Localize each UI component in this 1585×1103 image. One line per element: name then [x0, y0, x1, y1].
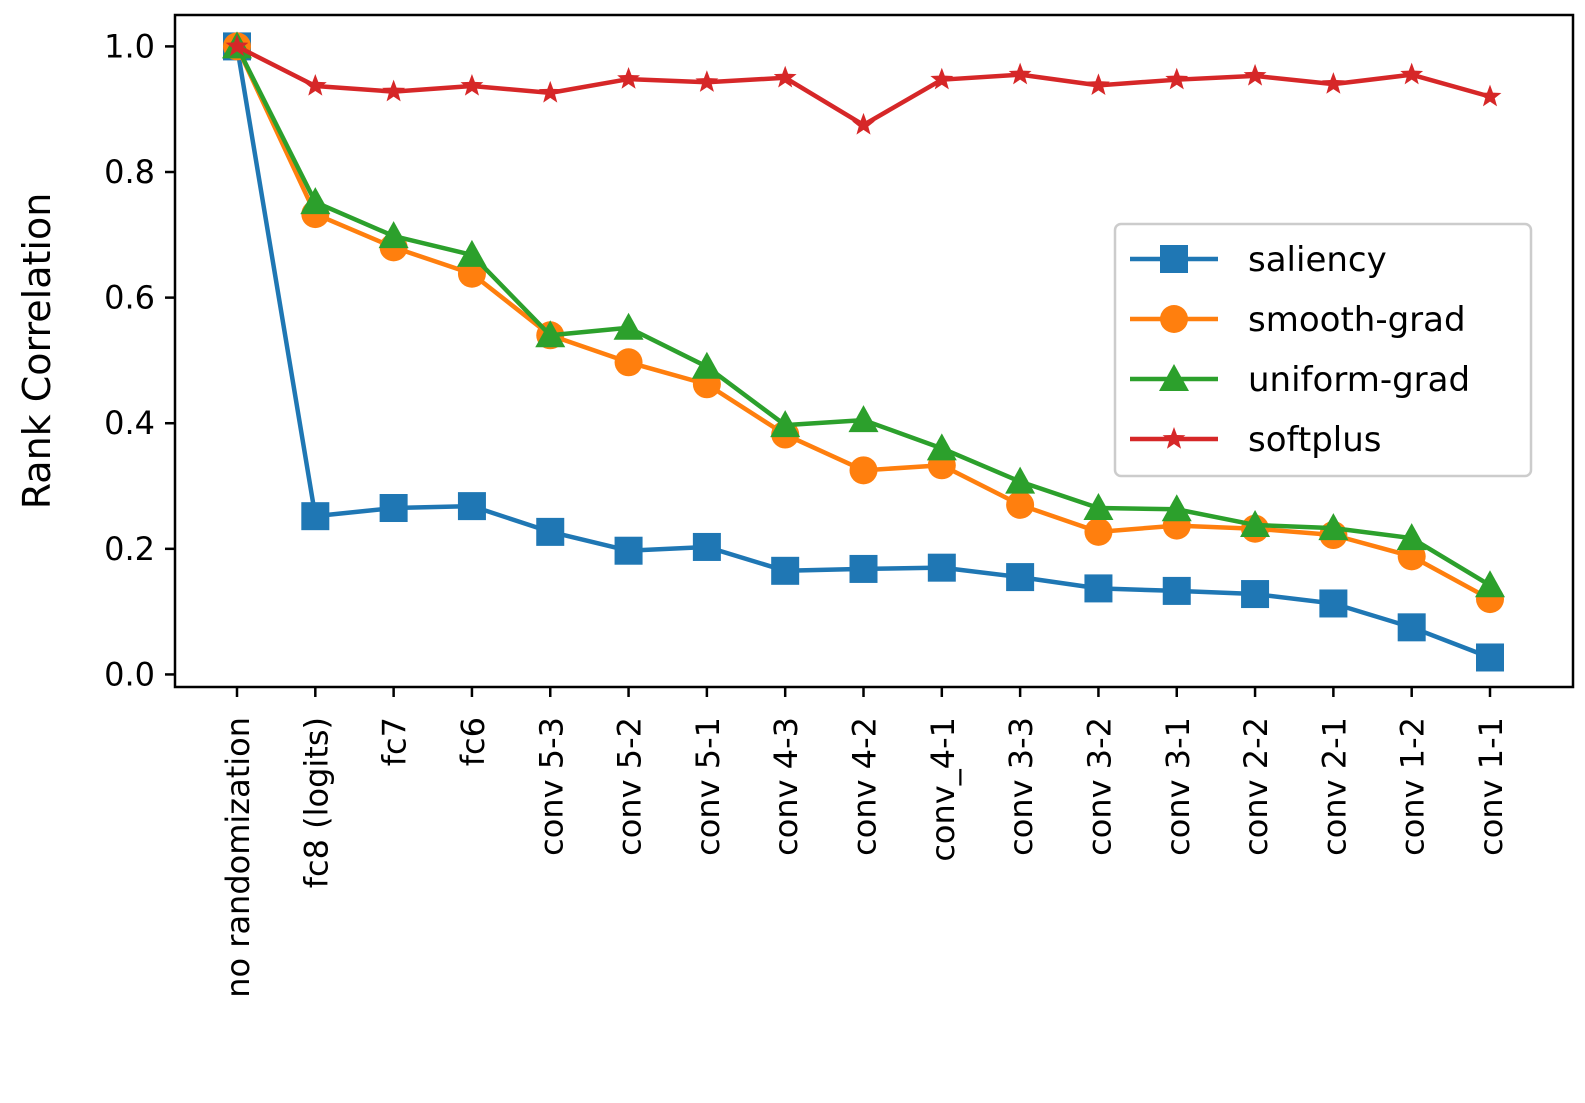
data-point-uniform-grad — [1083, 493, 1114, 521]
data-point-saliency — [1006, 563, 1035, 592]
legend-label: uniform-grad — [1248, 360, 1470, 400]
x-tick-label: conv 3-3 — [1002, 717, 1040, 856]
data-point-softplus — [773, 65, 797, 88]
y-axis: 0.0 0.2 0.4 0.6 0.8 1.0 — [104, 27, 175, 693]
x-tick-label: conv 1-1 — [1472, 717, 1510, 856]
y-tick-label: 0.6 — [104, 279, 155, 317]
x-tick-label: conv 2-1 — [1315, 717, 1353, 856]
data-point-uniform-grad — [535, 320, 566, 348]
x-tick-label: conv 3-1 — [1159, 717, 1197, 856]
data-point-saliency — [536, 517, 565, 546]
data-point-uniform-grad — [691, 351, 722, 379]
x-tick-label: conv 2-2 — [1237, 717, 1275, 856]
data-point-saliency — [771, 556, 800, 585]
y-tick-label: 0.2 — [104, 530, 155, 568]
data-point-uniform-grad — [456, 239, 487, 267]
data-point-saliency — [614, 536, 643, 565]
data-point-uniform-grad — [1475, 570, 1505, 598]
data-point-uniform-grad — [1318, 513, 1349, 541]
x-tick-label: conv 5-3 — [532, 717, 570, 856]
y-tick-label: 0.0 — [104, 655, 155, 693]
x-tick-label: conv 5-1 — [689, 717, 727, 856]
x-tick-label: no randomization — [219, 717, 257, 998]
data-point-uniform-grad — [1396, 523, 1427, 551]
data-point-uniform-grad — [770, 410, 801, 438]
x-tick-label: conv 4-2 — [846, 717, 884, 856]
data-point-softplus — [460, 73, 484, 96]
data-point-smooth-grad — [849, 456, 878, 485]
y-tick-label: 1.0 — [104, 27, 155, 65]
plot-frame — [173, 13, 1575, 689]
data-point-softplus — [1165, 67, 1189, 90]
legend-item-saliency: saliency — [1130, 240, 1387, 280]
data-point-softplus — [225, 34, 249, 57]
x-tick-label: conv_4-1 — [924, 717, 962, 862]
legend: saliency smooth-grad uniform-grad softplus — [1113, 222, 1533, 478]
data-point-softplus — [695, 70, 719, 92]
legend-label: smooth-grad — [1248, 300, 1466, 340]
legend-marker — [1162, 427, 1186, 449]
x-tick-label: conv 5-2 — [611, 717, 649, 856]
data-point-softplus — [303, 73, 327, 96]
legend-label: saliency — [1248, 240, 1387, 280]
x-tick-label: fc7 — [376, 717, 414, 766]
x-tick-label: conv 3-2 — [1080, 717, 1118, 856]
data-point-softplus — [930, 67, 954, 90]
legend-item-smooth-grad: smooth-grad — [1130, 300, 1466, 340]
series-layer — [222, 31, 1505, 672]
data-point-uniform-grad — [1240, 509, 1271, 537]
data-point-uniform-grad — [848, 405, 879, 433]
data-point-smooth-grad — [1006, 490, 1035, 519]
data-point-softplus — [852, 112, 875, 135]
data-point-softplus — [382, 79, 406, 102]
data-point-saliency — [849, 554, 878, 583]
data-point-uniform-grad — [1161, 494, 1192, 522]
x-tick-label: conv 4-3 — [767, 717, 805, 856]
data-point-uniform-grad — [613, 312, 644, 340]
data-point-saliency — [1397, 613, 1426, 642]
legend-label: softplus — [1248, 420, 1382, 460]
data-point-softplus — [538, 80, 562, 103]
data-point-saliency — [1476, 643, 1504, 672]
legend-item-softplus: softplus — [1130, 420, 1382, 460]
x-tick-label: fc8 (logits) — [297, 717, 335, 888]
data-point-uniform-grad — [300, 187, 331, 215]
x-tick-label: conv 1-2 — [1394, 717, 1432, 856]
data-point-saliency — [457, 492, 486, 521]
series-uniform-grad — [222, 31, 1505, 598]
y-tick-label: 0.4 — [104, 404, 155, 442]
data-point-softplus — [1400, 62, 1424, 85]
data-point-uniform-grad — [1005, 466, 1036, 494]
series-softplus — [225, 34, 1502, 135]
data-point-saliency — [1319, 589, 1348, 618]
data-point-saliency — [1162, 576, 1191, 605]
legend-marker — [1160, 245, 1188, 273]
x-tick-label: fc6 — [454, 717, 492, 766]
data-point-saliency — [1241, 580, 1270, 609]
data-point-saliency — [692, 532, 721, 561]
y-axis-label: Rank Correlation — [15, 193, 59, 510]
data-point-softplus — [1087, 73, 1110, 96]
data-point-uniform-grad — [378, 221, 409, 249]
legend-box — [1113, 222, 1533, 478]
data-point-softplus — [1008, 62, 1032, 85]
data-point-saliency — [927, 553, 956, 582]
x-axis: no randomization fc8 (logits) fc7 fc6 conv 5… — [219, 687, 1510, 998]
data-point-softplus — [617, 67, 640, 89]
legend-marker — [1159, 364, 1189, 391]
legend-item-uniform-grad: uniform-grad — [1130, 360, 1470, 400]
data-point-softplus — [1243, 63, 1267, 86]
data-point-uniform-grad — [926, 433, 957, 461]
y-tick-label: 0.8 — [104, 153, 155, 191]
data-point-softplus — [1478, 84, 1502, 107]
legend-marker — [1160, 305, 1188, 333]
data-point-saliency — [379, 494, 408, 523]
data-point-saliency — [1084, 574, 1113, 603]
data-point-saliency — [301, 502, 330, 531]
data-point-smooth-grad — [614, 348, 643, 377]
data-point-softplus — [1321, 72, 1345, 94]
data-point-smooth-grad — [1084, 517, 1113, 546]
